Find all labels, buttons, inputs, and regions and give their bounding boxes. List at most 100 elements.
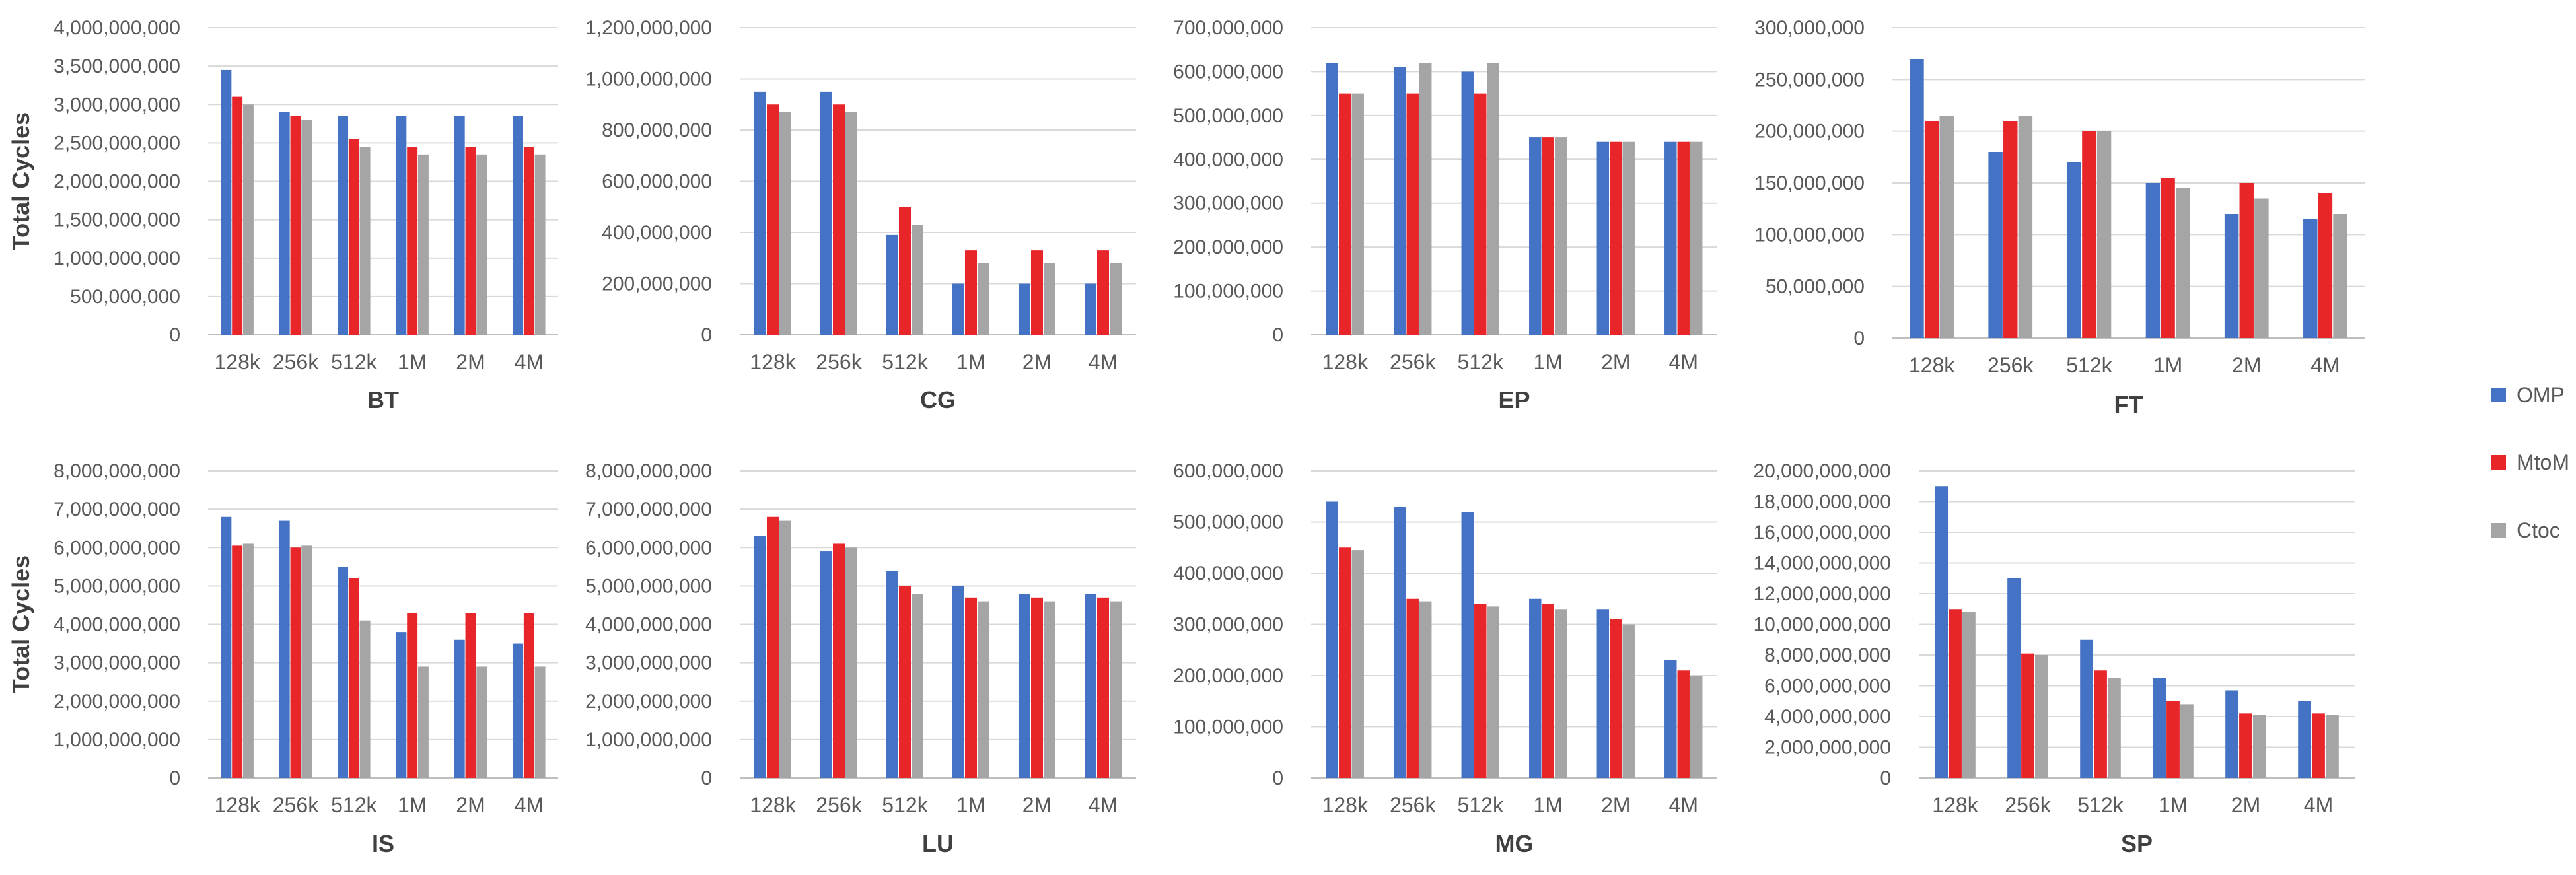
- x-tick-label: 4M: [1089, 793, 1118, 817]
- bar-mtom-1m: [965, 597, 977, 778]
- bar-ctoc-2m: [1044, 601, 1055, 778]
- x-tick-label: 1M: [956, 350, 985, 374]
- panel-mg: 0 100,000,000 200,000,000 300,000,000 400,00…: [1173, 460, 1717, 857]
- bar-ctoc-256k: [301, 545, 312, 778]
- panel-ep: 0 100,000,000 200,000,000 300,000,000 400,00…: [1173, 17, 1717, 413]
- y-tick-label: 12,000,000,000: [1753, 583, 1891, 605]
- bar-mtom-4m: [523, 147, 534, 335]
- y-tick-label: 50,000,000: [1766, 276, 1865, 298]
- bar-omp-256k: [279, 112, 290, 335]
- bar-mtom-512k: [1474, 93, 1487, 335]
- x-tick-label: 512k: [1458, 350, 1504, 374]
- bar-mtom-256k: [833, 104, 845, 335]
- x-tick-label: 4M: [2304, 793, 2333, 817]
- y-tick-label: 300,000,000: [1173, 193, 1283, 215]
- y-tick-label: 2,000,000,000: [54, 171, 180, 193]
- y-tick-label: 0: [1880, 767, 1891, 789]
- bar-omp-2m: [454, 639, 465, 778]
- y-tick-label: 0: [701, 767, 712, 789]
- y-tick-label: 700,000,000: [1173, 17, 1283, 39]
- panel-title: BT: [367, 386, 399, 413]
- bar-ctoc-2m: [476, 154, 487, 335]
- bar-omp-1m: [1529, 598, 1542, 778]
- bar-omp-512k: [886, 234, 898, 335]
- bar-omp-512k: [2067, 162, 2081, 338]
- panel-lu: 0 1,000,000,000 2,000,000,000 3,000,000,000…: [585, 460, 1136, 857]
- y-tick-label: 300,000,000: [1173, 614, 1283, 636]
- bar-ctoc-1m: [1555, 137, 1567, 335]
- y-tick-label: 4,000,000,000: [54, 614, 180, 636]
- y-tick-label: 18,000,000,000: [1753, 491, 1891, 513]
- bar-mtom-128k: [1339, 547, 1351, 778]
- bar-mtom-4m: [1677, 141, 1690, 335]
- y-tick-label: 8,000,000,000: [1764, 645, 1891, 666]
- bar-omp-2m: [2225, 690, 2238, 778]
- legend: OMP MtoM Ctoc: [2491, 383, 2569, 542]
- bar-mtom-256k: [2021, 653, 2034, 778]
- x-tick-label: 128k: [214, 793, 260, 817]
- y-tick-label: 2,000,000,000: [54, 691, 180, 713]
- bar-ctoc-512k: [2108, 678, 2121, 778]
- panel-title: IS: [372, 830, 394, 857]
- bar-mtom-128k: [767, 104, 779, 335]
- panel-ft: 0 50,000,000 100,000,000 150,000,000 200,000…: [1754, 17, 2365, 418]
- bar-ctoc-512k: [1487, 606, 1499, 778]
- bar-omp-128k: [221, 516, 232, 778]
- bar-mtom-512k: [348, 139, 359, 335]
- y-tick-label: 800,000,000: [602, 120, 712, 141]
- y-tick-label: 0: [169, 324, 180, 346]
- bar-ctoc-1m: [978, 601, 989, 778]
- panel-title: EP: [1498, 386, 1530, 413]
- y-tick-label: 2,500,000,000: [54, 132, 180, 154]
- y-tick-label: 20,000,000,000: [1753, 460, 1891, 482]
- x-tick-label: 512k: [882, 350, 928, 374]
- x-tick-label: 128k: [1322, 793, 1369, 817]
- bar-ctoc-512k: [2096, 131, 2112, 338]
- x-tick-label: 1M: [2159, 793, 2188, 817]
- bar-ctoc-256k: [845, 547, 857, 778]
- bar-mtom-512k: [899, 586, 911, 778]
- x-tick-label: 512k: [1458, 793, 1504, 817]
- bar-mtom-1m: [2166, 701, 2180, 778]
- bar-ctoc-1m: [978, 263, 989, 335]
- bar-mtom-512k: [1474, 604, 1487, 778]
- legend-label-mtom: MtoM: [2517, 450, 2569, 474]
- y-tick-label: 100,000,000: [1173, 281, 1283, 302]
- bar-omp-2m: [1596, 141, 1609, 335]
- bar-omp-1m: [952, 283, 964, 335]
- bar-omp-256k: [279, 520, 290, 778]
- y-tick-label: 1,000,000,000: [585, 69, 712, 90]
- y-tick-label: 3,500,000,000: [54, 55, 180, 77]
- bar-omp-256k: [820, 551, 832, 778]
- bar-omp-2m: [1019, 283, 1030, 335]
- bar-mtom-4m: [1097, 597, 1109, 778]
- bar-mtom-2m: [465, 613, 476, 778]
- x-tick-label: 256k: [1987, 353, 2034, 377]
- bar-omp-2m: [1596, 609, 1609, 778]
- bar-ctoc-2m: [1622, 624, 1635, 778]
- x-tick-label: 4M: [515, 350, 544, 374]
- bar-mtom-128k: [232, 96, 243, 335]
- bar-ctoc-2m: [2253, 715, 2266, 778]
- y-tick-label: 14,000,000,000: [1753, 553, 1891, 575]
- bar-ctoc-256k: [1419, 63, 1432, 335]
- y-tick-label: 6,000,000,000: [1764, 676, 1891, 697]
- bar-omp-256k: [820, 91, 832, 335]
- y-axis-label: Total Cycles: [7, 555, 34, 693]
- bar-omp-1m: [396, 632, 407, 778]
- x-tick-label: 1M: [1534, 793, 1563, 817]
- y-tick-label: 2,000,000,000: [1764, 737, 1891, 759]
- bar-mtom-256k: [833, 543, 845, 778]
- x-tick-label: 128k: [750, 350, 796, 374]
- y-tick-label: 5,000,000,000: [54, 575, 180, 597]
- bar-ctoc-256k: [2035, 655, 2048, 778]
- bar-mtom-128k: [232, 545, 243, 778]
- bar-omp-4m: [1664, 141, 1677, 335]
- bar-omp-512k: [886, 571, 898, 778]
- bar-ctoc-1m: [2176, 188, 2190, 338]
- y-tick-label: 400,000,000: [1173, 149, 1283, 170]
- y-tick-label: 500,000,000: [1173, 512, 1283, 534]
- y-tick-label: 6,000,000,000: [585, 537, 712, 559]
- bar-mtom-256k: [1406, 598, 1419, 778]
- bar-ctoc-1m: [418, 666, 429, 778]
